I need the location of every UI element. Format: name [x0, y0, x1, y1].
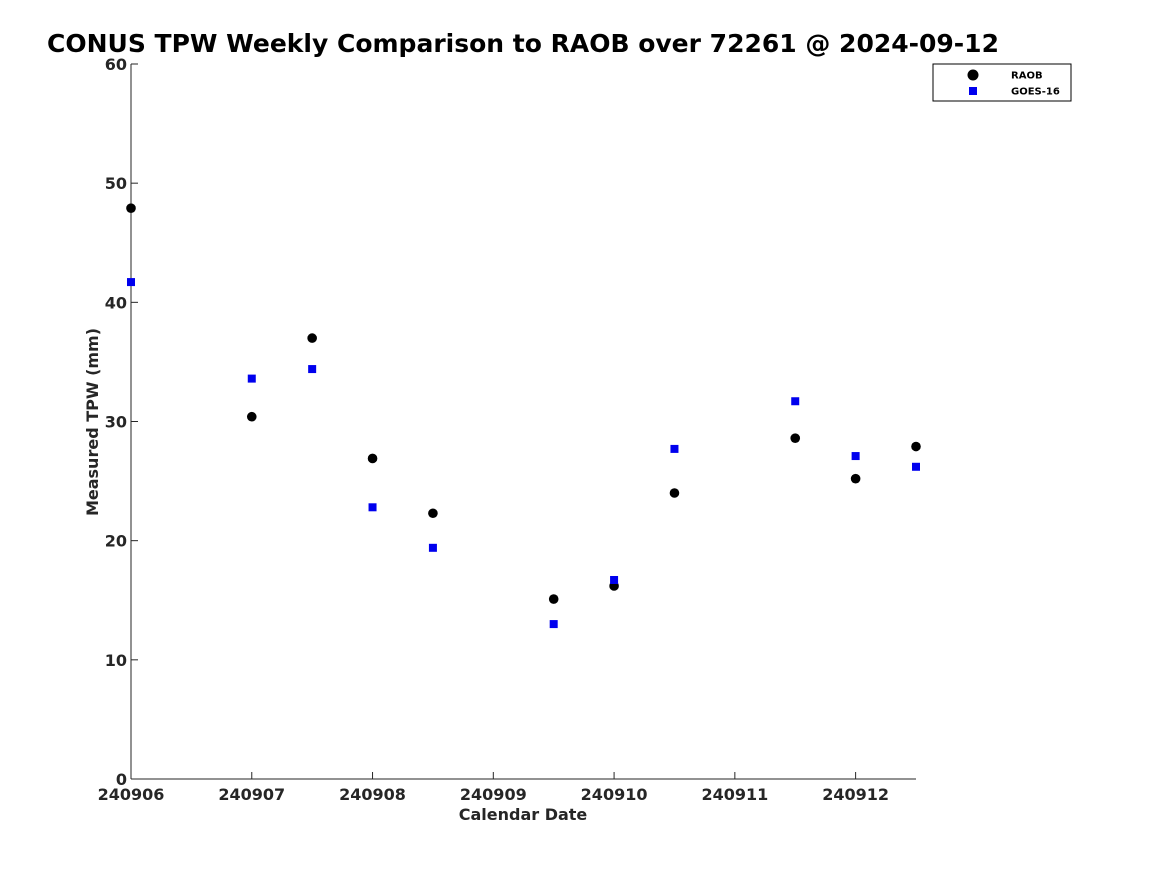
y-tick-label: 50: [105, 174, 127, 193]
goes-16-point: [308, 365, 317, 374]
y-tick-label: 30: [105, 413, 127, 432]
raob-point: [307, 333, 317, 343]
goes-16-point: [368, 503, 377, 512]
data-points: [126, 203, 921, 629]
x-tick-label: 240907: [218, 785, 285, 804]
goes-16-point: [127, 278, 135, 287]
y-tick-label: 0: [116, 770, 127, 789]
legend: RAOB GOES-16: [932, 63, 1072, 102]
x-tick-label: 240912: [822, 785, 889, 804]
raob-point: [246, 411, 257, 422]
raob-point: [367, 453, 378, 464]
x-tick-label: 240906: [98, 785, 165, 804]
goes-16-point: [670, 444, 679, 453]
legend-label-goes-16: GOES-16: [1011, 87, 1060, 98]
y-tick-label: 20: [105, 532, 127, 551]
y-tick-label: 40: [105, 293, 127, 312]
x-tick-label: 240910: [581, 785, 648, 804]
raob-point: [428, 508, 438, 519]
raob-point: [669, 488, 680, 498]
legend-label-raob: RAOB: [1011, 71, 1043, 82]
x-ticks: 240906 240907 240908 240909 240910 240911 2409…: [98, 772, 889, 804]
legend-box: [932, 63, 1072, 102]
x-tick-label: 240911: [701, 785, 768, 804]
chart-title: CONUS TPW Weekly Comparison to RAOB over…: [47, 29, 999, 58]
raob-point: [850, 473, 861, 484]
goes-16-point: [610, 575, 619, 584]
goes-16-point: [428, 543, 437, 552]
goes-16-point: [912, 462, 920, 471]
raob-point: [548, 594, 559, 604]
goes-16-point: [851, 452, 860, 461]
raob-point: [790, 433, 801, 443]
goes-16-point: [549, 620, 558, 629]
y-axis-label: Measured TPW (mm): [83, 328, 102, 516]
x-tick-label: 240908: [339, 785, 406, 804]
y-tick-label: 10: [105, 651, 127, 670]
axes: [130, 64, 916, 780]
x-tick-label: 240909: [460, 785, 527, 804]
raob-point: [126, 203, 136, 213]
goes-16-point: [791, 397, 800, 406]
goes-16-point: [247, 374, 256, 383]
y-tick-label: 60: [105, 55, 127, 74]
raob-point: [911, 441, 921, 452]
legend-marker-goes-16: [969, 87, 977, 95]
y-ticks: 0 10 20 30 40 50 60: [105, 55, 138, 789]
x-axis-label: Calendar Date: [459, 805, 588, 824]
legend-marker-raob: [967, 69, 979, 81]
